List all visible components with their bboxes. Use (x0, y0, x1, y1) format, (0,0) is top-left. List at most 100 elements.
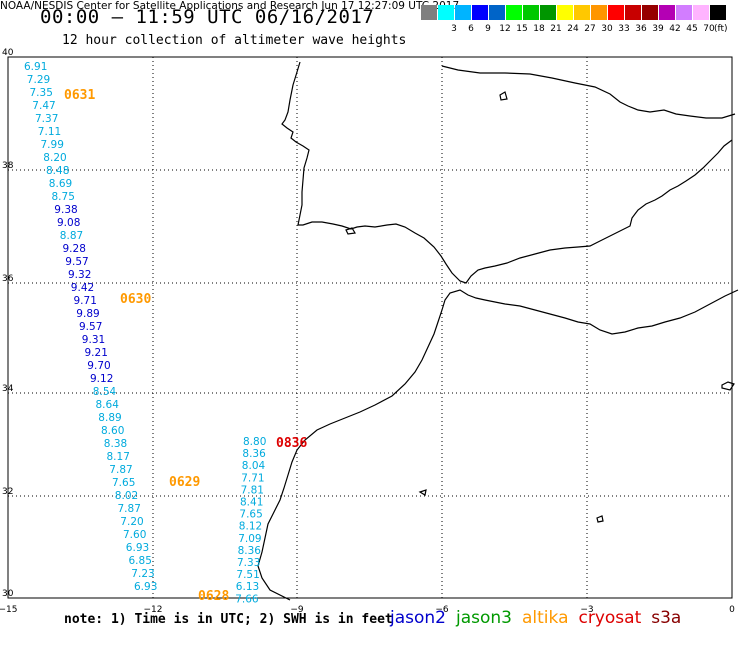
lake-a (499, 91, 508, 101)
wave-height-value: 8.69 (49, 178, 72, 190)
wave-height-value: 8.60 (101, 425, 124, 437)
legend-entry-altika: altika (522, 608, 569, 628)
color-scale-label: 6 (468, 24, 474, 34)
pass-time-label: 0630 (120, 292, 151, 307)
color-scale-label: 45 (686, 24, 698, 34)
lon-tick-label: −15 (0, 605, 18, 615)
lat-tick-label: 34 (2, 384, 14, 394)
wave-height-value: 9.38 (54, 204, 77, 216)
pass-time-label: 0629 (169, 475, 200, 490)
color-scale-cell (710, 5, 726, 20)
color-scale-cell (659, 5, 675, 20)
wave-height-value: 7.60 (123, 529, 146, 541)
lat-tick-label: 38 (2, 161, 14, 171)
color-scale-cell (676, 5, 692, 20)
wave-height-value: 6.13 (236, 581, 259, 593)
color-scale-cell (642, 5, 658, 20)
wave-height-value: 8.12 (239, 521, 262, 533)
wave-height-value: 8.17 (107, 451, 130, 463)
lon-tick-label: 0 (729, 605, 735, 615)
legend-entry-jason2: jason2 (390, 608, 446, 628)
wave-height-value: 9.70 (87, 360, 110, 372)
lat-tick-label: 30 (2, 589, 14, 599)
color-scale-label: 12 (499, 24, 511, 34)
lat-tick-label: 32 (2, 487, 13, 497)
lake-b (345, 227, 356, 235)
wave-height-value: 9.28 (63, 243, 86, 255)
lat-tick-label: 40 (2, 48, 14, 58)
wave-height-value: 9.31 (82, 334, 105, 346)
wave-height-value: 7.47 (32, 100, 55, 112)
wave-height-value: 8.36 (238, 545, 262, 557)
color-scale-unit: (ft) (714, 24, 728, 34)
wave-height-value: 9.89 (76, 308, 99, 320)
wave-height-value: 8.80 (243, 436, 266, 448)
lon-tick-label: −12 (144, 605, 163, 615)
legend-entry-cryosat: cryosat (578, 608, 642, 628)
wave-height-value: 6.93 (126, 542, 149, 554)
wave-height-value: 7.65 (112, 477, 135, 489)
color-scale-label: 9 (485, 24, 491, 34)
wave-height-value: 9.32 (68, 269, 91, 281)
color-scale-cell (506, 5, 522, 20)
wave-height-value: 8.87 (60, 230, 83, 242)
wave-height-value: 9.08 (57, 217, 80, 229)
wave-height-value: 7.37 (35, 113, 58, 125)
color-scale-cell (625, 5, 641, 20)
color-scale-label: 30 (601, 24, 613, 34)
altimeter-tracks: 6.917.297.357.477.377.117.998.208.488.69… (24, 61, 266, 605)
wave-height-value: 7.71 (241, 472, 264, 484)
wave-height-value: 8.48 (46, 165, 69, 177)
wave-height-value: 8.64 (96, 399, 120, 411)
wave-height-value: 7.33 (237, 557, 260, 569)
wave-height-value: 7.87 (109, 464, 132, 476)
wave-height-value: 7.11 (38, 126, 61, 138)
coastline (257, 61, 739, 601)
color-scale-cell (421, 5, 437, 20)
wave-height-value: 6.85 (129, 555, 152, 567)
wave-height-value: 7.51 (236, 569, 259, 581)
credit-line: NOAA/NESDIS Center for Satellite Applica… (0, 0, 460, 12)
wave-height-value: 8.36 (242, 448, 266, 460)
wave-height-value: 8.38 (104, 438, 127, 450)
color-scale-label: 18 (533, 24, 545, 34)
wave-height-value: 7.81 (241, 484, 264, 496)
island-small-b (596, 515, 604, 523)
color-scale-cell (523, 5, 539, 20)
wave-height-value: 8.54 (93, 386, 117, 398)
pass-time-label: 0631 (64, 88, 95, 103)
pass-time-label: 0836 (276, 436, 307, 451)
lon-tick-label: −6 (435, 605, 449, 615)
wave-height-value: 6.91 (24, 61, 47, 73)
color-scale-label: 15 (516, 24, 528, 34)
wave-height-value: 6.93 (134, 581, 157, 593)
morocco-coast (257, 289, 739, 601)
lat-tick-label: 36 (2, 274, 14, 284)
wave-height-value: 7.23 (131, 568, 154, 580)
map-subtitle: 12 hour collection of altimeter wave hei… (62, 33, 407, 48)
wave-height-value: 9.42 (71, 282, 94, 294)
color-scale-cell (574, 5, 590, 20)
wave-height-value: 7.35 (30, 87, 53, 99)
color-scale-cell (489, 5, 505, 20)
wave-height-value: 7.20 (120, 516, 143, 528)
wave-height-value: 9.21 (85, 347, 108, 359)
pass-time-label: 0628 (198, 589, 229, 604)
color-scale-cell (608, 5, 624, 20)
wave-height-value: 7.65 (239, 509, 262, 521)
color-scale-label: 21 (550, 24, 562, 34)
color-scale-label: 33 (618, 24, 630, 34)
iberia-west-coast (281, 61, 733, 284)
legend-entry-jason3: jason3 (456, 608, 512, 628)
lon-tick-label: −9 (290, 605, 304, 615)
wave-height-value: 7.99 (41, 139, 64, 151)
units-note: note: 1) Time is in UTC; 2) SWH is in fe… (64, 612, 393, 627)
color-scale-label: 39 (652, 24, 664, 34)
wave-height-value: 8.02 (115, 490, 138, 502)
color-scale-label: 70 (703, 24, 715, 34)
pass-time-labels: 0631 0630 0629 0628 0836 (64, 88, 307, 604)
lat-lon-grid: −15 −12 −9 −6 −3 0 40 38 36 34 32 30 (0, 48, 735, 615)
color-scale-cell (693, 5, 709, 20)
color-scale-label: 27 (584, 24, 596, 34)
